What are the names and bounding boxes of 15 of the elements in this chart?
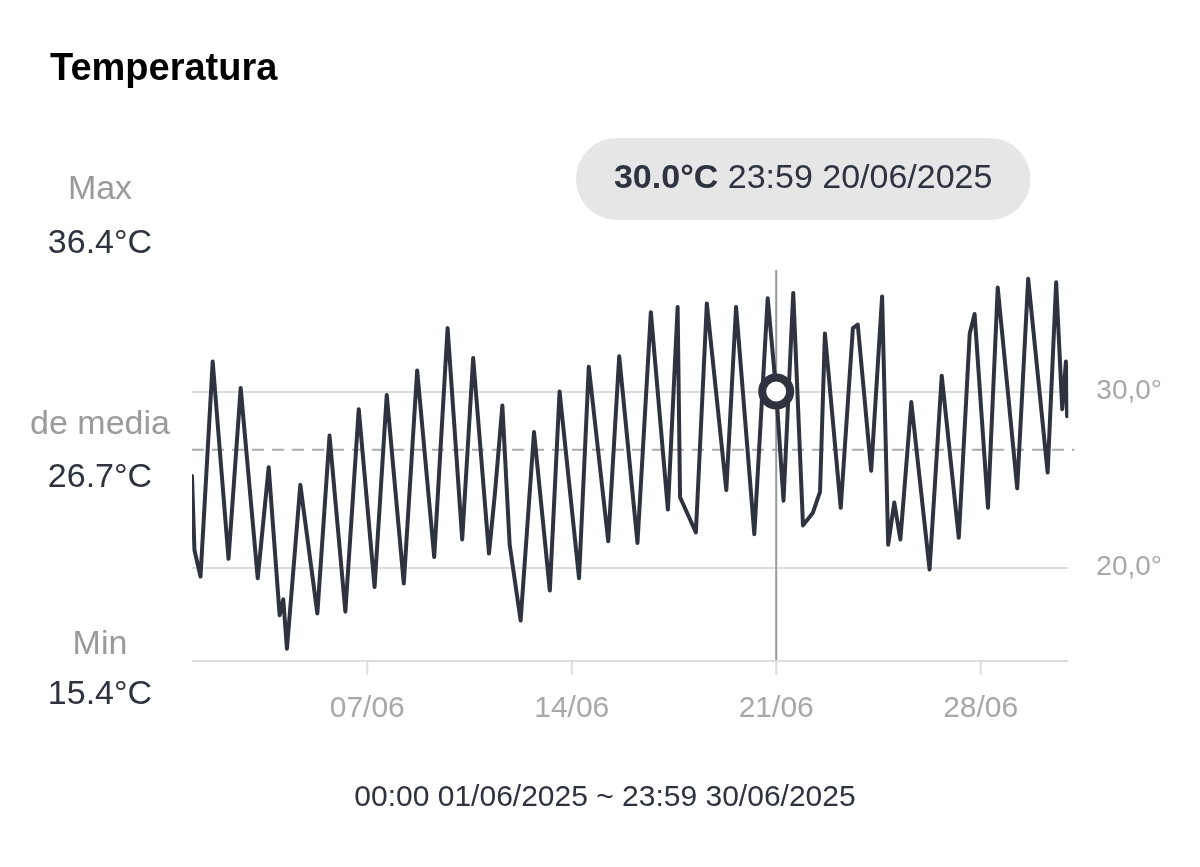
x-tick-label: 28/06 [943, 690, 1019, 724]
ref-line-label: de media [30, 403, 171, 442]
text: 36.4°C [47, 222, 153, 261]
text: 15.4°C [47, 673, 153, 712]
y-tick-label: 30,0° [1096, 374, 1163, 406]
x-tick-label: 21/06 [738, 690, 814, 724]
text: Min [72, 623, 128, 662]
text: Max [67, 168, 133, 207]
x-tick-label: 14/06 [534, 690, 610, 724]
x-tick-label: 07/06 [329, 690, 405, 724]
text: 26.7°C [47, 456, 153, 495]
chart-title: Temperatura [50, 46, 279, 89]
text: 30.0°C 23:59 20/06/2025 [613, 157, 993, 196]
y-tick-label: 20,0° [1096, 550, 1163, 582]
text: 00:00 01/06/2025 ~ 23:59 30/06/2025 [354, 779, 856, 813]
